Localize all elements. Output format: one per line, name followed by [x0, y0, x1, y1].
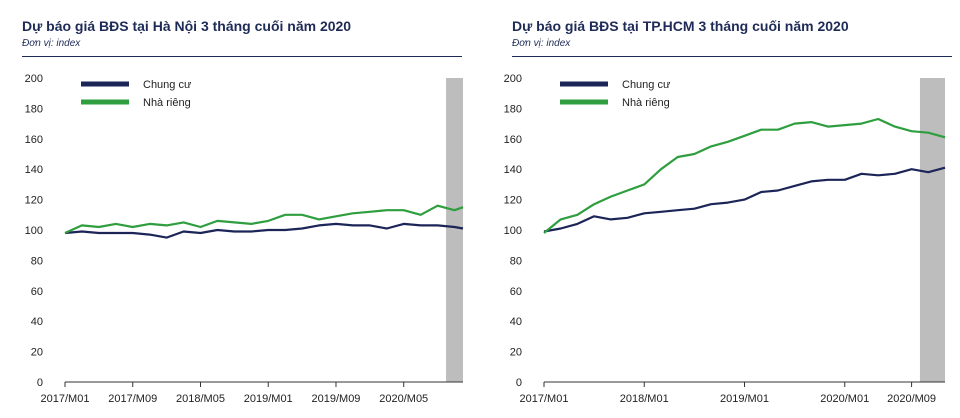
y-tick-label: 40 — [31, 316, 43, 328]
series-line-nha-rieng — [543, 117, 946, 234]
x-tick-label: 2018/M01 — [620, 393, 669, 405]
x-tick-label: 2019/M01 — [244, 393, 293, 405]
x-tick-label: 2017/M01 — [520, 393, 569, 405]
y-tick-label: 80 — [510, 255, 522, 267]
x-tick-label: 2019/M09 — [312, 393, 361, 405]
y-tick-label: 160 — [25, 134, 43, 146]
x-tick-label: 2020/M01 — [820, 393, 869, 405]
title-divider — [22, 56, 462, 57]
y-tick-label: 60 — [510, 286, 522, 298]
y-tick-label: 100 — [504, 225, 522, 237]
y-tick-label: 120 — [504, 195, 522, 207]
y-tick-label: 60 — [31, 286, 43, 298]
x-tick-label: 2020/M09 — [887, 393, 936, 405]
legend-label: Nhà riêng — [622, 97, 670, 109]
chart-title: Dự báo giá BĐS tại TP.HCM 3 tháng cuối n… — [512, 18, 849, 34]
y-tick-label: 40 — [510, 316, 522, 328]
chart-unit: Đơn vị: index — [22, 38, 81, 49]
chart-panel-hcm: Dự báo giá BĐS tại TP.HCM 3 tháng cuối n… — [490, 0, 960, 418]
y-tick-label: 160 — [504, 134, 522, 146]
chart-unit: Đơn vị: index — [512, 38, 571, 49]
y-tick-label: 140 — [504, 164, 522, 176]
y-tick-label: 140 — [25, 164, 43, 176]
y-tick-label: 100 — [25, 225, 43, 237]
forecast-band — [919, 78, 945, 382]
x-tick-label: 2019/M01 — [720, 393, 769, 405]
y-tick-label: 20 — [510, 347, 522, 359]
series-line-chung-cu — [64, 222, 464, 239]
legend-label: Nhà riêng — [143, 97, 191, 109]
y-tick-label: 80 — [31, 255, 43, 267]
legend-label: Chung cư — [143, 79, 192, 91]
x-tick-label: 2018/M05 — [176, 393, 225, 405]
forecast-band — [446, 78, 463, 382]
series-line-chung-cu — [543, 166, 946, 233]
series-line-nha-rieng — [64, 204, 464, 235]
y-tick-label: 200 — [504, 73, 522, 85]
x-tick-label: 2017/M09 — [108, 393, 157, 405]
title-divider — [512, 56, 952, 57]
x-tick-label: 2020/M05 — [379, 393, 428, 405]
y-tick-label: 0 — [37, 377, 43, 389]
y-tick-label: 0 — [516, 377, 522, 389]
line-chart-hcm: 0 20 40 60 80 100 120 140 160 180 200 2017/M01 2018/… — [504, 73, 946, 405]
chart-panel-hanoi: Dự báo giá BĐS tại Hà Nội 3 tháng cuối n… — [22, 18, 464, 405]
line-chart-hanoi: 0 20 40 60 80 100 120 140 160 180 200 2017/M01 2017/… — [25, 73, 464, 405]
y-tick-label: 120 — [25, 195, 43, 207]
chart-title: Dự báo giá BĐS tại Hà Nội 3 tháng cuối n… — [22, 18, 352, 34]
legend-label: Chung cư — [622, 79, 671, 91]
x-tick-label: 2017/M01 — [41, 393, 90, 405]
y-tick-label: 20 — [31, 347, 43, 359]
y-tick-label: 200 — [25, 73, 43, 85]
y-tick-label: 180 — [504, 103, 522, 115]
y-tick-label: 180 — [25, 103, 43, 115]
